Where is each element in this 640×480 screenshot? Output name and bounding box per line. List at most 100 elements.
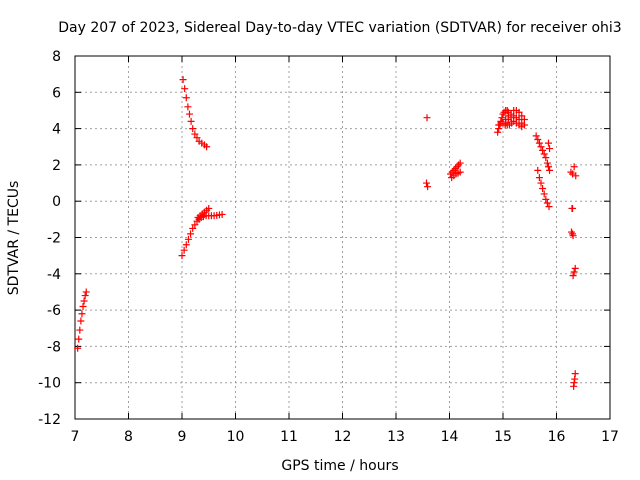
data-point (515, 108, 523, 116)
data-point (502, 119, 510, 127)
data-point (535, 139, 543, 147)
x-tick-label: 16 (548, 429, 566, 445)
data-point (569, 204, 577, 212)
chart-title: Day 207 of 2023, Sidereal Day-to-day VTE… (58, 20, 621, 36)
data-points (74, 76, 580, 390)
x-tick-labels: 7 8 9 10 11 12 13 14 15 16 17 (71, 429, 619, 445)
data-point (181, 85, 189, 93)
x-axis-label: GPS time / hours (281, 458, 398, 474)
data-point (545, 203, 553, 211)
y-axis-label: SDTVAR / TECUs (6, 181, 22, 296)
data-point (534, 166, 542, 174)
data-point (193, 134, 201, 142)
data-point (203, 143, 211, 151)
data-point (571, 370, 579, 378)
data-point (540, 150, 548, 158)
x-tick-label: 15 (494, 429, 512, 445)
data-point (544, 163, 552, 171)
data-point (424, 183, 432, 191)
data-point (539, 146, 547, 154)
data-point (520, 121, 528, 129)
data-point (180, 246, 188, 254)
y-tick-label: -4 (47, 267, 61, 283)
y-tick-label: -6 (47, 303, 61, 319)
y-tick-label: -8 (47, 339, 61, 355)
data-point (185, 110, 193, 118)
data-point (455, 161, 463, 169)
x-tick-label: 12 (334, 429, 352, 445)
data-point (537, 179, 545, 187)
data-point (191, 130, 199, 138)
data-point (515, 116, 523, 124)
x-tick-label: 17 (601, 429, 619, 445)
data-point (456, 159, 464, 167)
x-tick-label: 7 (71, 429, 80, 445)
data-point (546, 145, 554, 153)
data-point (74, 344, 82, 352)
data-point (498, 114, 506, 122)
y-tick-label: -12 (38, 412, 61, 428)
data-point (570, 268, 578, 276)
data-point (79, 302, 87, 310)
x-tick-label: 10 (227, 429, 245, 445)
data-point (456, 168, 464, 176)
y-tick-labels: -12 -10 -8 -6 -4 -2 0 2 4 6 8 (38, 49, 61, 428)
data-point (75, 335, 83, 343)
data-point (543, 159, 551, 167)
data-point (187, 117, 195, 125)
grid-lines (75, 56, 610, 419)
data-point (218, 210, 226, 218)
data-point (76, 326, 84, 334)
data-point (423, 114, 431, 122)
data-point (542, 195, 550, 203)
data-point (546, 166, 554, 174)
y-tick-label: 6 (52, 85, 61, 101)
data-point (179, 76, 187, 84)
data-point (518, 112, 526, 120)
data-point (187, 230, 195, 238)
y-tick-label: 4 (52, 122, 61, 138)
y-tick-label: 8 (52, 49, 61, 65)
data-point (82, 288, 90, 296)
plot-frame (74, 55, 611, 420)
x-tick-label: 8 (124, 429, 133, 445)
data-point (570, 163, 578, 171)
y-tick-label: 2 (52, 158, 61, 174)
x-tick-label: 13 (387, 429, 405, 445)
data-point (542, 154, 550, 162)
data-point (191, 221, 199, 229)
x-tick-label: 11 (280, 429, 298, 445)
data-point (569, 170, 577, 178)
data-point (544, 139, 552, 147)
data-point (422, 179, 430, 187)
data-point (453, 163, 461, 171)
y-tick-label: -2 (47, 231, 61, 247)
data-point (178, 252, 186, 260)
data-point (535, 174, 543, 182)
y-tick-label: 0 (52, 194, 61, 210)
data-point (494, 128, 502, 136)
data-point (77, 317, 85, 325)
data-point (567, 168, 575, 176)
data-point (571, 264, 579, 272)
y-tick-label: -10 (38, 376, 61, 392)
data-point (569, 272, 577, 280)
data-point (205, 204, 213, 212)
data-point (503, 106, 511, 114)
data-point (543, 199, 551, 207)
data-point (81, 292, 89, 300)
data-point (182, 241, 190, 249)
x-tick-label: 9 (178, 429, 187, 445)
data-point (182, 94, 190, 102)
data-point (539, 184, 547, 192)
data-point (567, 228, 575, 236)
data-point (572, 172, 580, 180)
axis-ticks (74, 55, 611, 420)
data-point (189, 125, 197, 133)
x-tick-label: 14 (441, 429, 459, 445)
data-point (534, 135, 542, 143)
data-point (569, 232, 577, 240)
data-point (189, 224, 197, 232)
data-point (540, 190, 548, 198)
